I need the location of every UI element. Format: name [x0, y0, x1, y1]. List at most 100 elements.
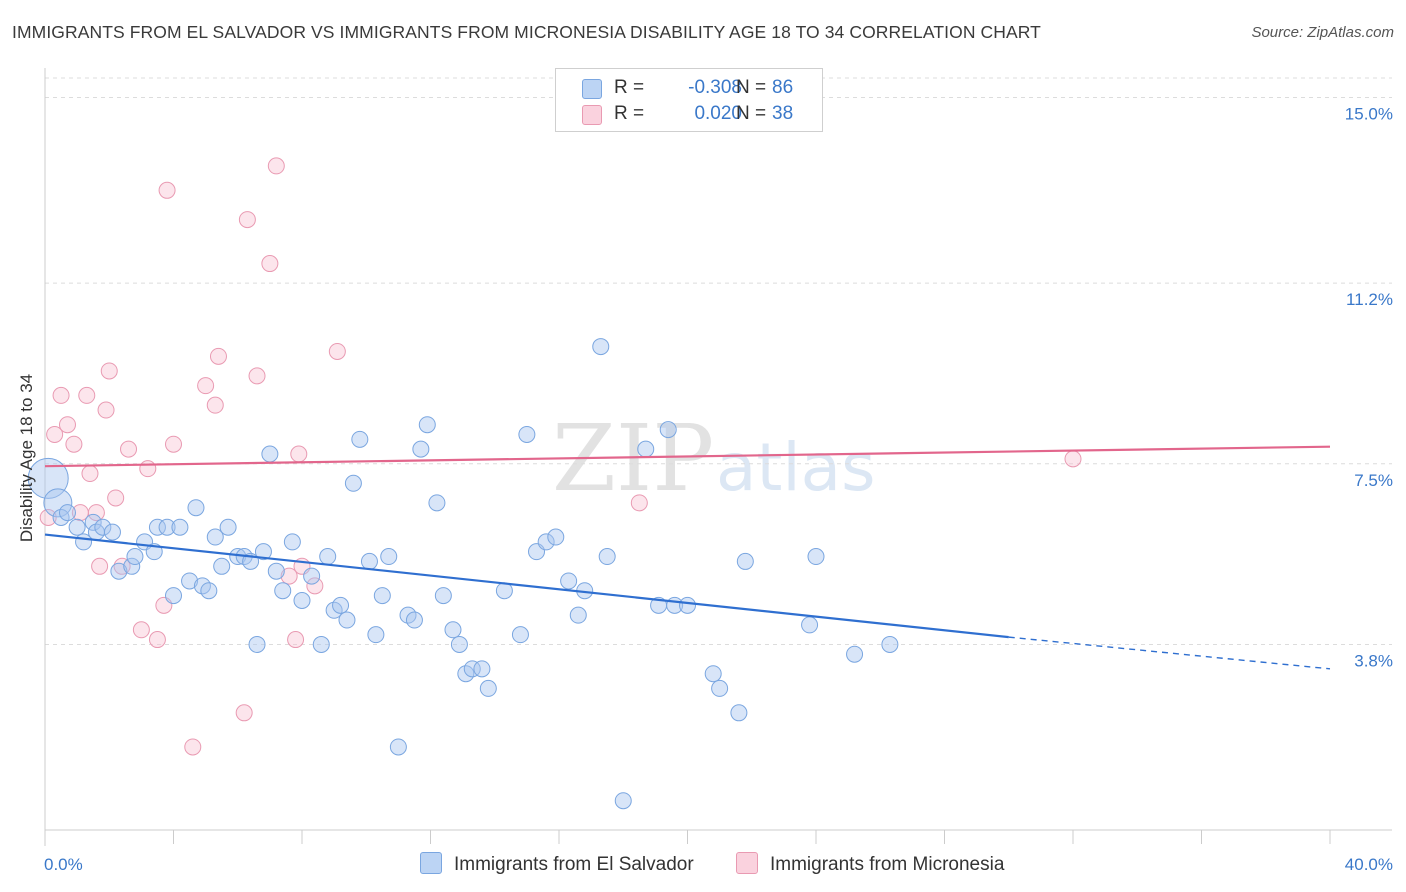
y-tick-label: 15.0% — [1345, 105, 1393, 124]
legend-item-el-salvador: Immigrants from El Salvador — [420, 852, 694, 876]
x-tick-label: 0.0% — [44, 855, 83, 874]
y-axis-label: Disability Age 18 to 34 — [17, 373, 36, 543]
correlation-legend: R = -0.308 N = 86 R = 0.020 N = 38 — [555, 68, 823, 132]
trend-lines — [44, 445, 1331, 670]
micronesia-point — [46, 425, 64, 443]
el-salvador-point — [807, 548, 825, 566]
el-salvador-point — [126, 548, 144, 566]
legend-r-value: -0.308 — [688, 77, 742, 98]
micronesia-point — [100, 362, 118, 380]
legend-swatch-el-salvador — [420, 852, 442, 874]
micronesia-points — [39, 157, 1082, 756]
y-tick-label: 7.5% — [1354, 471, 1393, 490]
el-salvador-point — [206, 528, 224, 546]
el-salvador-point — [248, 635, 266, 653]
el-salvador-point — [254, 543, 272, 561]
legend-n-value: 86 — [772, 77, 794, 98]
el-salvador-point — [389, 738, 407, 756]
micronesia-point — [248, 367, 266, 385]
el-salvador-point — [518, 425, 536, 443]
micronesia-point — [165, 435, 182, 453]
legend-label-el-salvador: Immigrants from El Salvador — [454, 854, 694, 875]
legend-label-micronesia: Immigrants from Micronesia — [770, 854, 1005, 875]
el-salvador-point — [598, 548, 616, 566]
el-salvador-point — [679, 596, 696, 614]
micronesia-point — [87, 504, 105, 522]
el-salvador-point — [547, 528, 565, 546]
el-salvador-point — [373, 587, 391, 605]
source-credit: Source: ZipAtlas.com — [1251, 24, 1394, 41]
el-salvador-point — [94, 518, 112, 536]
el-salvador-point — [158, 518, 176, 536]
el-salvador-points — [27, 338, 899, 810]
el-salvador-point — [511, 626, 529, 644]
el-salvador-point — [473, 660, 491, 678]
watermark-atlas: atlas — [716, 429, 876, 506]
el-salvador-point — [380, 548, 398, 566]
el-salvador-point — [801, 616, 819, 634]
el-salvador-point — [171, 518, 189, 536]
el-salvador-point — [103, 523, 121, 541]
el-salvador-point — [344, 474, 362, 492]
micronesia-point — [197, 377, 215, 395]
el-salvador-point — [338, 611, 356, 629]
el-salvador-point — [267, 562, 285, 580]
micronesia-point — [328, 342, 346, 360]
micronesia-point — [287, 631, 305, 649]
el-salvador-point — [537, 533, 555, 551]
el-salvador-point — [405, 611, 423, 629]
micronesia-point — [238, 211, 256, 229]
el-salvador-point — [261, 445, 279, 463]
micronesia-point — [65, 435, 83, 453]
legend-r-value: 0.020 — [694, 103, 742, 124]
x-tick-label: 40.0% — [1345, 855, 1393, 874]
el-salvador-point — [367, 626, 385, 644]
legend-n-value: 38 — [772, 103, 794, 124]
el-salvador-point — [412, 440, 430, 458]
el-salvador-point — [181, 572, 199, 590]
el-salvador-trend-extension — [1008, 636, 1331, 670]
el-salvador-point — [846, 645, 864, 663]
el-salvador-point — [187, 499, 205, 517]
el-salvador-trend-line — [44, 533, 1009, 639]
micronesia-point — [158, 181, 176, 199]
legend-item-micronesia: Immigrants from Micronesia — [736, 852, 1004, 876]
legend-swatch-micronesia — [582, 105, 602, 125]
el-salvador-point — [463, 660, 481, 678]
el-salvador-point — [319, 548, 337, 566]
el-salvador-point — [293, 591, 311, 609]
el-salvador-point — [312, 635, 330, 653]
el-salvador-point — [274, 582, 292, 600]
el-salvador-point — [637, 440, 655, 458]
micronesia-point — [81, 465, 99, 483]
el-salvador-point — [560, 572, 578, 590]
el-salvador-point — [418, 416, 436, 434]
micronesia-point — [280, 567, 298, 585]
micronesia-point — [91, 557, 109, 575]
el-salvador-point — [592, 338, 610, 356]
legend-n-label: N = — [736, 77, 767, 98]
micronesia-point — [290, 445, 308, 463]
el-salvador-point — [84, 513, 102, 531]
micronesia-point — [1064, 450, 1082, 468]
micronesia-point — [139, 460, 157, 478]
y-tick-label: 11.2% — [1346, 290, 1393, 309]
el-salvador-point — [213, 557, 231, 575]
el-salvador-point — [444, 621, 462, 639]
el-salvador-point — [450, 635, 468, 653]
tick-labels: 3.8% 7.5% 11.2% 15.0% 0.0% 40.0% — [44, 105, 1393, 874]
el-salvador-point — [479, 679, 497, 697]
el-salvador-point — [283, 533, 301, 551]
micronesia-point — [148, 631, 166, 649]
el-salvador-point — [332, 596, 350, 614]
micronesia-point — [132, 621, 150, 639]
el-salvador-point — [303, 567, 321, 585]
micronesia-point — [306, 577, 324, 595]
legend-n-label: N = — [736, 103, 767, 124]
el-salvador-point — [68, 518, 86, 536]
legend-r-label: R = — [614, 103, 645, 124]
chart-title: IMMIGRANTS FROM EL SALVADOR VS IMMIGRANT… — [12, 22, 1041, 42]
el-salvador-point — [43, 488, 73, 518]
micronesia-point — [261, 255, 279, 273]
